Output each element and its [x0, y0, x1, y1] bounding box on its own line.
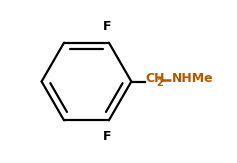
Text: F: F	[103, 130, 112, 143]
Text: 2: 2	[157, 78, 163, 88]
Text: NHMe: NHMe	[172, 72, 214, 85]
Text: CH: CH	[146, 72, 165, 85]
Text: F: F	[103, 20, 112, 33]
